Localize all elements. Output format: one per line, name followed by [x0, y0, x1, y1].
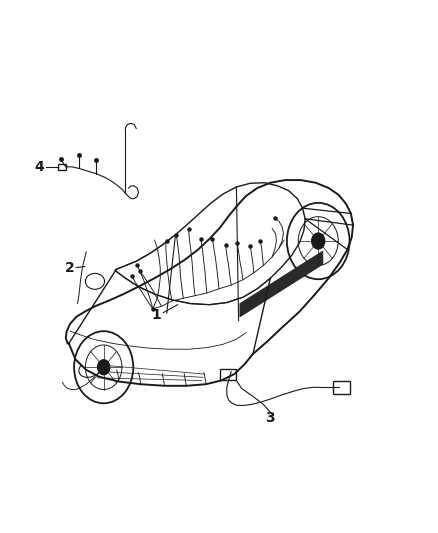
Text: 2: 2	[65, 261, 75, 274]
Bar	[58, 164, 66, 170]
Text: 1: 1	[151, 308, 161, 322]
Bar	[333, 381, 350, 394]
Text: 4: 4	[35, 160, 45, 174]
Polygon shape	[240, 251, 323, 317]
Circle shape	[312, 233, 325, 249]
Text: 3: 3	[265, 410, 275, 425]
Bar	[220, 369, 237, 381]
Circle shape	[98, 360, 110, 375]
